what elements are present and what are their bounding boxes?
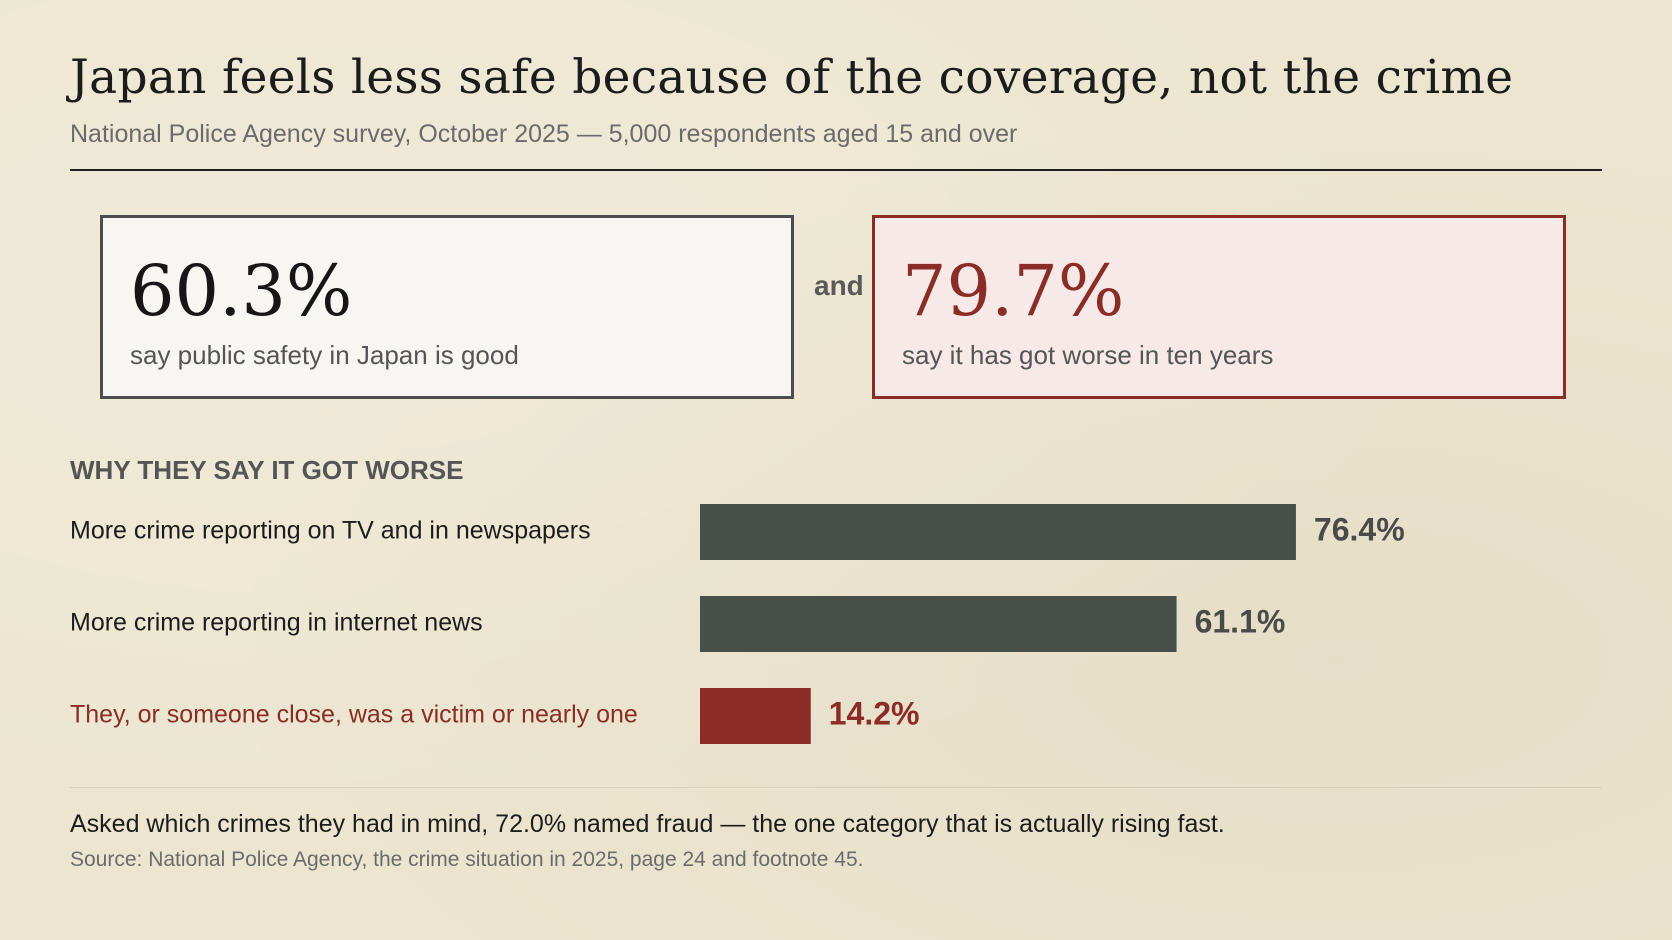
bar-value-label: 14.2%: [829, 695, 920, 731]
chart-title: WHY THEY SAY IT GOT WORSE: [70, 455, 464, 485]
stat-value-safety-good: 60.3%: [130, 250, 353, 332]
stat-label-safety-good: say public safety in Japan is good: [130, 340, 519, 370]
bar: [700, 504, 1296, 560]
stat-card-safety-good: 60.3% say public safety in Japan is good: [100, 215, 794, 399]
bar: [700, 688, 811, 744]
stat-card-got-worse: 79.7% say it has got worse in ten years: [872, 215, 1566, 399]
bar-category-label: They, or someone close, was a victim or …: [70, 701, 638, 729]
source-note: Source: National Police Agency, the crim…: [70, 848, 864, 871]
stat-value-got-worse: 79.7%: [902, 250, 1125, 332]
bar: [700, 596, 1177, 652]
footer-note: Asked which crimes they had in mind, 72.…: [70, 810, 1225, 838]
title-divider: [70, 169, 1602, 171]
stat-connector: and: [814, 270, 864, 301]
bar-value-label: 76.4%: [1314, 511, 1405, 547]
footer-divider: [70, 787, 1602, 788]
bar-category-label: More crime reporting on TV and in newspa…: [70, 517, 591, 545]
bar-category-label: More crime reporting in internet news: [70, 609, 483, 637]
page-title: Japan feels less safe because of the cov…: [70, 50, 1514, 105]
bar-value-label: 61.1%: [1195, 603, 1286, 639]
page-subtitle: National Police Agency survey, October 2…: [70, 120, 1018, 148]
stat-label-got-worse: say it has got worse in ten years: [902, 340, 1274, 370]
